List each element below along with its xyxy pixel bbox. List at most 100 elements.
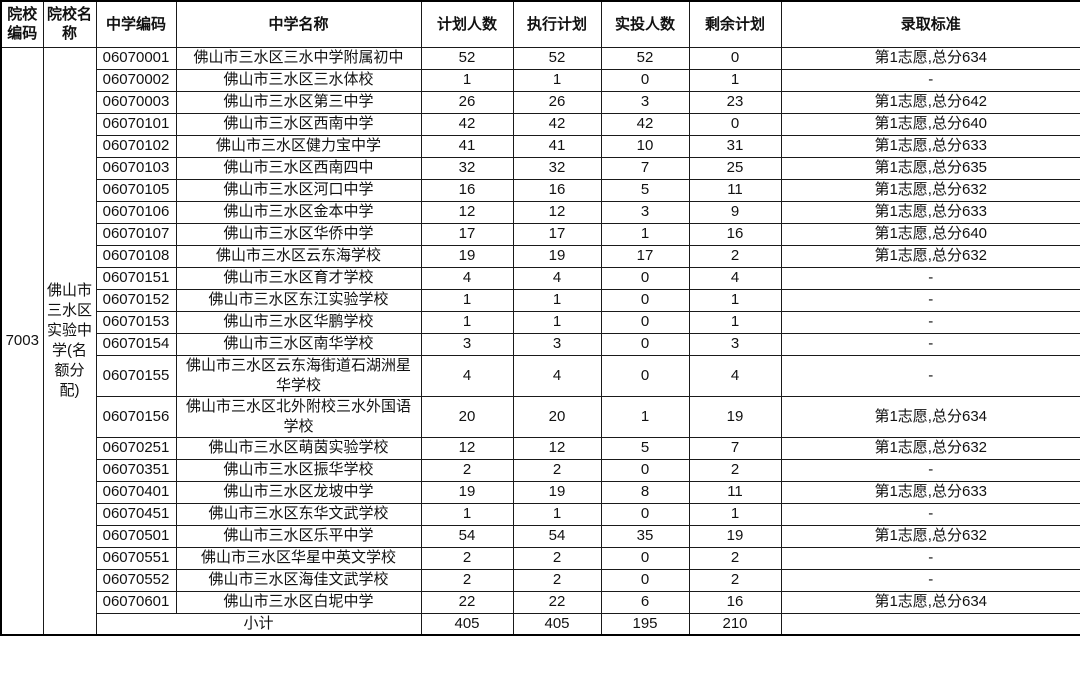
school-name-cell: 佛山市三水区海佳文武学校 [175, 568, 422, 592]
executed-plan-cell: 32 [512, 156, 602, 180]
school-name-cell: 佛山市三水区育才学校 [175, 266, 422, 290]
table-row: 7003 佛山市三水区实验中学(名额分配) 06070001 佛山市三水区三水中学附属… [0, 46, 1080, 636]
school-name-cell: 佛山市三水区东华文武学校 [175, 502, 422, 526]
planned-count-cell: 4 [420, 266, 514, 290]
school-name-cell: 佛山市三水区健力宝中学 [175, 134, 422, 158]
actual-count-cell: 0 [600, 288, 690, 312]
school-code-cell: 06070155 [95, 354, 177, 397]
school-code-cell: 06070401 [95, 480, 177, 504]
planned-count-cell: 19 [420, 244, 514, 268]
actual-count-cell: 6 [600, 590, 690, 614]
school-code-cell: 06070451 [95, 502, 177, 526]
remaining-plan-cell: 25 [688, 156, 782, 180]
school-name-cell: 佛山市三水区东江实验学校 [175, 288, 422, 312]
subtotal-planned-cell: 405 [420, 612, 514, 636]
admission-standard-cell: 第1志愿,总分632 [780, 244, 1080, 268]
school-name-cell: 佛山市三水区三水中学附属初中 [175, 46, 422, 70]
header-remaining-plan: 剩余计划 [688, 0, 782, 48]
actual-count-cell: 0 [600, 502, 690, 526]
school-name-cell: 佛山市三水区云东海街道石湖洲星华学校 [175, 354, 422, 397]
remaining-plan-cell: 7 [688, 436, 782, 460]
executed-plan-cell: 1 [512, 68, 602, 92]
header-actual-count: 实投人数 [600, 0, 690, 48]
remaining-plan-cell: 3 [688, 332, 782, 356]
remaining-plan-cell: 4 [688, 354, 782, 397]
table-row: 06070401 佛山市三水区龙坡中学 19 19 8 11 第1志愿,总分633 [1, 480, 1080, 504]
executed-plan-cell: 1 [512, 502, 602, 526]
admission-standard-cell: - [780, 354, 1080, 397]
planned-count-cell: 3 [420, 332, 514, 356]
actual-count-cell: 10 [600, 134, 690, 158]
school-name-cell: 佛山市三水区华星中英文学校 [175, 546, 422, 570]
admission-standard-cell: 第1志愿,总分633 [780, 134, 1080, 158]
actual-count-cell: 0 [600, 546, 690, 570]
header-school-code: 中学编码 [95, 0, 177, 48]
table-row: 06070551 佛山市三水区华星中英文学校 2 2 0 2- [1, 546, 1080, 570]
actual-count-cell: 35 [600, 524, 690, 548]
school-name-cell: 佛山市三水区华侨中学 [175, 222, 422, 246]
planned-count-cell: 1 [420, 288, 514, 312]
admission-standard-cell: 第1志愿,总分634 [780, 46, 1080, 70]
actual-count-cell: 1 [600, 395, 690, 438]
table-row: 06070151 佛山市三水区育才学校 4 4 0 4- [1, 266, 1080, 290]
actual-count-cell: 0 [600, 266, 690, 290]
admission-standard-cell: 第1志愿,总分634 [780, 395, 1080, 438]
admission-standard-cell: - [780, 68, 1080, 92]
remaining-plan-cell: 19 [688, 395, 782, 438]
table-row: 06070153 佛山市三水区华鹏学校 1 1 0 1- [1, 310, 1080, 334]
actual-count-cell: 5 [600, 436, 690, 460]
executed-plan-cell: 26 [512, 90, 602, 114]
school-name-cell: 佛山市三水区振华学校 [175, 458, 422, 482]
school-code-cell: 06070156 [95, 395, 177, 438]
admission-standard-cell: 第1志愿,总分633 [780, 200, 1080, 224]
executed-plan-cell: 4 [512, 266, 602, 290]
remaining-plan-cell: 1 [688, 310, 782, 334]
admission-standard-cell: 第1志愿,总分640 [780, 112, 1080, 136]
actual-count-cell: 0 [600, 568, 690, 592]
table-row: 06070154 佛山市三水区南华学校 3 3 0 3- [1, 332, 1080, 356]
school-code-cell: 06070101 [95, 112, 177, 136]
executed-plan-cell: 3 [512, 332, 602, 356]
admission-standard-cell: 第1志愿,总分632 [780, 436, 1080, 460]
planned-count-cell: 1 [420, 68, 514, 92]
table-row: 06070152 佛山市三水区东江实验学校 1 1 0 1- [1, 288, 1080, 312]
school-name-cell: 佛山市三水区西南四中 [175, 156, 422, 180]
remaining-plan-cell: 2 [688, 244, 782, 268]
planned-count-cell: 12 [420, 200, 514, 224]
remaining-plan-cell: 4 [688, 266, 782, 290]
executed-plan-cell: 22 [512, 590, 602, 614]
planned-count-cell: 41 [420, 134, 514, 158]
executed-plan-cell: 52 [512, 46, 602, 70]
table-row: 06070251 佛山市三水区萌茵实验学校 12 12 5 7 第1志愿,总分632 [1, 436, 1080, 460]
header-admission-standard: 录取标准 [780, 0, 1080, 48]
executed-plan-cell: 42 [512, 112, 602, 136]
actual-count-cell: 0 [600, 310, 690, 334]
executed-plan-cell: 54 [512, 524, 602, 548]
header-executed-plan: 执行计划 [512, 0, 602, 48]
table-row: 06070102 佛山市三水区健力宝中学 41 41 10 31 第1志愿,总分633 [1, 134, 1080, 158]
header-planned-count: 计划人数 [420, 0, 514, 48]
table-row: 06070003 佛山市三水区第三中学 26 26 3 23 第1志愿,总分642 [1, 90, 1080, 114]
executed-plan-cell: 2 [512, 458, 602, 482]
admission-standard-cell: 第1志愿,总分642 [780, 90, 1080, 114]
table-row: 06070552 佛山市三水区海佳文武学校 2 2 0 2- [1, 568, 1080, 592]
planned-count-cell: 19 [420, 480, 514, 504]
school-code-cell: 06070107 [95, 222, 177, 246]
admission-standard-cell: 第1志愿,总分640 [780, 222, 1080, 246]
remaining-plan-cell: 16 [688, 222, 782, 246]
school-name-cell: 佛山市三水区萌茵实验学校 [175, 436, 422, 460]
table-body: 7003 佛山市三水区实验中学(名额分配) 06070001 佛山市三水区三水中学附属… [0, 46, 1080, 636]
school-code-cell: 06070551 [95, 546, 177, 570]
remaining-plan-cell: 0 [688, 46, 782, 70]
table-row: 06070107 佛山市三水区华侨中学 17 17 1 16 第1志愿,总分640 [1, 222, 1080, 246]
planned-count-cell: 32 [420, 156, 514, 180]
planned-count-cell: 12 [420, 436, 514, 460]
school-name-cell: 佛山市三水区西南中学 [175, 112, 422, 136]
executed-plan-cell: 20 [512, 395, 602, 438]
school-code-cell: 06070105 [95, 178, 177, 202]
table-row: 06070451 佛山市三水区东华文武学校 1 1 0 1- [1, 502, 1080, 526]
planned-count-cell: 1 [420, 310, 514, 334]
school-name-cell: 佛山市三水区南华学校 [175, 332, 422, 356]
actual-count-cell: 5 [600, 178, 690, 202]
executed-plan-cell: 41 [512, 134, 602, 158]
